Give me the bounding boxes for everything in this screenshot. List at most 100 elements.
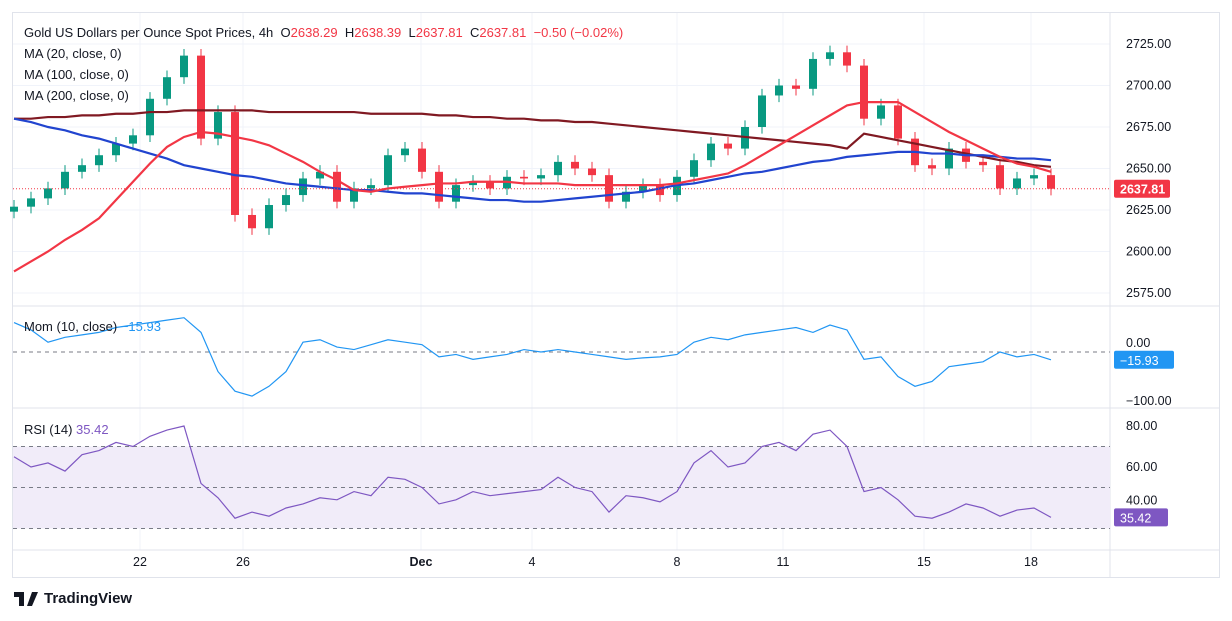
candle-bullish (945, 148, 953, 169)
candle-bearish (860, 65, 868, 119)
rsi-tick-label: 60.00 (1126, 460, 1157, 474)
candle-bearish (928, 165, 936, 169)
candle-bullish (469, 181, 477, 186)
header-legend: Gold US Dollars per Ounce Spot Prices, 4… (24, 25, 623, 40)
candle-bullish (537, 175, 545, 179)
candle-bullish (299, 178, 307, 196)
candle-bullish (775, 85, 783, 96)
momentum-line (13, 317, 1052, 397)
open-value: 2638.29 (290, 25, 338, 40)
candle-bullish (214, 112, 222, 139)
tradingview-logo-icon (14, 591, 38, 606)
high-value: 2638.39 (354, 25, 402, 40)
date-tick-label: 8 (674, 555, 681, 569)
last-price-badge (1114, 179, 1170, 198)
price-tick-label: 2650.00 (1126, 162, 1171, 176)
candle-bearish (520, 176, 528, 179)
candle-bullish (129, 135, 137, 144)
tradingview-logo[interactable]: TradingView (14, 590, 132, 607)
price-tick-label: 2725.00 (1126, 37, 1171, 51)
mom-legend[interactable]: Mom (10, close) −15.93 (24, 319, 161, 334)
candle-bearish (605, 175, 613, 202)
rsi-tick-label: 80.00 (1126, 419, 1157, 433)
candle-bearish (333, 171, 341, 202)
close-value: 2637.81 (479, 25, 527, 40)
rsi-legend[interactable]: RSI (14) 35.42 (24, 422, 109, 437)
ma100-line (13, 117, 1052, 203)
price-tick-label: 2625.00 (1126, 203, 1171, 217)
candle-bullish (95, 155, 103, 166)
candle-bullish (707, 143, 715, 161)
candle-bullish (180, 55, 188, 78)
date-tick-label: 11 (777, 555, 790, 569)
candle-bullish (367, 185, 375, 189)
price-tick-label: 2675.00 (1126, 120, 1171, 134)
candle-bearish (894, 105, 902, 139)
candle-bullish (146, 98, 154, 136)
candle-bearish (248, 214, 256, 229)
candle-bullish (350, 188, 358, 202)
ma20-legend[interactable]: MA (20, close, 0) (24, 46, 122, 61)
mom-label: Mom (10, close) (24, 319, 118, 334)
ma200-line (14, 109, 1052, 168)
close-label: C (469, 25, 480, 40)
candle-bearish (656, 185, 664, 196)
candle-bearish (571, 161, 579, 169)
candle-bullish (44, 188, 52, 199)
candle-bullish (163, 77, 171, 99)
price-tick-label: 2700.00 (1126, 79, 1171, 93)
rsi-tick-label: 40.00 (1126, 493, 1157, 507)
candle-bullish (452, 185, 460, 202)
candle-bullish (1013, 178, 1021, 189)
mom-tick-label: 0.00 (1126, 336, 1150, 350)
candle-bearish (486, 181, 494, 189)
low-value: 2637.81 (415, 25, 463, 40)
rsi-label: RSI (14) (24, 422, 73, 437)
date-tick-label: 4 (529, 555, 536, 569)
candle-bullish (10, 206, 18, 212)
rsi-value: 35.42 (76, 422, 109, 437)
candle-bullish (554, 161, 562, 176)
mom-value: −15.93 (120, 319, 161, 334)
candle-bearish (588, 168, 596, 176)
candle-bullish (622, 191, 630, 202)
candle-bullish (112, 143, 120, 156)
candle-bearish (197, 55, 205, 139)
rsi-band (13, 446, 1110, 529)
mom-value-label: −15.93 (1120, 354, 1159, 368)
low-label: L (408, 25, 416, 40)
open-label: O (280, 25, 291, 40)
ma200-legend[interactable]: MA (200, close, 0) (24, 88, 129, 103)
price-tick-label: 2575.00 (1126, 286, 1171, 300)
candle-bearish (1047, 175, 1055, 189)
candle-bearish (435, 171, 443, 202)
candle-bullish (78, 165, 86, 172)
change-value: −0.50 (−0.02%) (533, 25, 624, 40)
candle-bearish (792, 85, 800, 89)
ma100-legend[interactable]: MA (100, close, 0) (24, 67, 129, 82)
rsi-line (13, 425, 1052, 519)
candle-bullish (758, 95, 766, 127)
candle-bullish (316, 171, 324, 179)
tradingview-wordmark: TradingView (44, 590, 133, 607)
date-tick-label: 22 (133, 555, 147, 569)
high-label: H (344, 25, 355, 40)
candle-bullish (27, 198, 35, 207)
candle-bullish (809, 58, 817, 89)
date-tick-label: 26 (236, 555, 250, 569)
candle-bearish (979, 161, 987, 166)
candle-bullish (282, 195, 290, 206)
candle-bearish (996, 165, 1004, 189)
rsi-value-badge (1114, 508, 1168, 527)
candle-bullish (690, 160, 698, 177)
candle-bearish (231, 112, 239, 215)
candle-bullish (401, 148, 409, 156)
mom-tick-label: −100.00 (1126, 394, 1172, 408)
symbol-title: Gold US Dollars per Ounce Spot Prices, 4… (24, 25, 274, 40)
ma20-line (13, 100, 1052, 273)
candle-bearish (418, 148, 426, 172)
mom-value-badge (1114, 350, 1174, 369)
candle-bullish (384, 155, 392, 186)
candle-bullish (1030, 175, 1038, 179)
